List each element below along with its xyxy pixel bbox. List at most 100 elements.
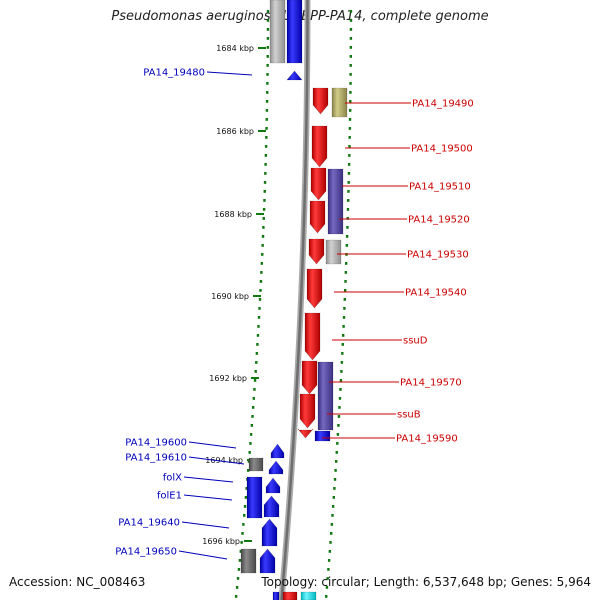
inner-tick: [250, 424, 254, 427]
outer-tick: [345, 235, 349, 238]
inner-tick: [258, 298, 262, 301]
gene-label[interactable]: folE1: [157, 491, 182, 502]
gene-label[interactable]: PA14_19520: [408, 215, 470, 226]
inner-tick: [266, 73, 269, 76]
outer-tick: [337, 424, 340, 427]
inner-tick: [256, 343, 259, 346]
outer-tick: [349, 55, 352, 58]
outer-tick: [330, 523, 334, 526]
gene-label[interactable]: PA14_19500: [411, 144, 473, 155]
outer-tick: [349, 46, 353, 49]
cyan-feature: [300, 591, 317, 600]
gene-label[interactable]: PA14_19540: [405, 288, 467, 299]
inner-tick: [264, 163, 267, 166]
inner-tick: [251, 406, 255, 409]
inner-tick: [259, 289, 262, 292]
inner-tick: [256, 334, 260, 337]
gene-label[interactable]: PA14_19490: [412, 99, 474, 110]
inner-tick: [245, 487, 248, 490]
gene-leader-line: [181, 521, 230, 529]
outer-tick: [333, 487, 336, 490]
inner-tick: [236, 577, 240, 580]
inner-tick: [249, 433, 253, 436]
inner-tick: [261, 244, 264, 247]
inner-tick: [255, 361, 258, 364]
inner-tick: [249, 442, 252, 445]
gray-feature: [269, 0, 286, 64]
inner-tick: [237, 568, 241, 571]
inner-tick: [262, 208, 266, 211]
gene-label[interactable]: PA14_19640: [118, 518, 180, 529]
red-gene: [297, 428, 314, 439]
outer-tick: [349, 28, 353, 31]
outer-tick: [349, 37, 353, 40]
outer-tick: [329, 541, 332, 544]
outer-tick: [349, 100, 352, 103]
blue-gene: [314, 430, 331, 442]
scale-label: 1684 kbp: [216, 44, 254, 53]
inner-tick: [266, 82, 269, 85]
inner-tick: [263, 199, 266, 202]
inner-tick: [261, 253, 264, 256]
inner-tick: [265, 127, 268, 130]
outer-tick: [341, 334, 345, 337]
inner-tick: [260, 271, 263, 274]
accession-text: Accession: NC_008463: [9, 575, 146, 589]
outer-tick: [334, 460, 338, 463]
gene-label[interactable]: folX: [163, 473, 182, 484]
inner-tick: [263, 190, 266, 193]
outer-tick: [333, 478, 337, 481]
outer-tick: [347, 190, 350, 193]
outer-tick: [341, 343, 344, 346]
outer-tick: [349, 64, 352, 67]
outer-tick: [348, 109, 352, 112]
inner-tick: [266, 64, 269, 67]
outer-tick: [325, 586, 329, 589]
gene-label[interactable]: PA14_19480: [143, 68, 205, 79]
red-gene: [312, 87, 329, 115]
gene-label[interactable]: ssuB: [397, 410, 421, 421]
inner-tick: [247, 460, 251, 463]
outer-tick: [331, 514, 334, 517]
inner-tick: [266, 46, 270, 49]
gene-label[interactable]: PA14_19590: [396, 434, 458, 445]
outer-tick: [349, 91, 352, 94]
outer-tick: [343, 289, 347, 292]
inner-tick: [259, 280, 263, 283]
outer-tick: [347, 199, 350, 202]
gene-label[interactable]: PA14_19530: [407, 250, 469, 261]
red-gene: [282, 591, 298, 600]
outer-tick: [349, 73, 352, 76]
outer-tick: [343, 298, 346, 301]
inner-tick: [263, 181, 267, 184]
blue-gene: [270, 443, 285, 459]
outer-tick: [347, 181, 350, 184]
outer-tick: [327, 559, 331, 562]
outer-tick: [334, 469, 337, 472]
gray-feature: [325, 239, 342, 265]
inner-tick: [261, 235, 265, 238]
red-gene: [301, 360, 318, 395]
gene-label[interactable]: ssuD: [403, 336, 428, 347]
blue-gene: [286, 70, 303, 81]
outer-tick: [326, 577, 329, 580]
inner-tick: [247, 469, 250, 472]
outer-tick: [325, 595, 328, 598]
gene-label[interactable]: PA14_19600: [125, 438, 187, 449]
inner-tick: [255, 352, 259, 355]
outer-tick: [339, 379, 343, 382]
outer-tick: [337, 415, 341, 418]
topology-text: Topology: circular; Length: 6,537,648 bp…: [261, 575, 591, 589]
inner-tick: [235, 586, 239, 589]
inner-tick: [266, 28, 270, 31]
blue-gene: [286, 0, 303, 64]
blue-gene: [272, 591, 280, 600]
gene-label[interactable]: PA14_19610: [125, 453, 187, 464]
gene-label[interactable]: PA14_19510: [409, 182, 471, 193]
gene-label[interactable]: PA14_19650: [115, 547, 177, 558]
blue-gene: [261, 518, 278, 547]
gene-leader-line: [188, 441, 237, 449]
inner-tick: [239, 550, 242, 553]
gene-label[interactable]: PA14_19570: [400, 378, 462, 389]
